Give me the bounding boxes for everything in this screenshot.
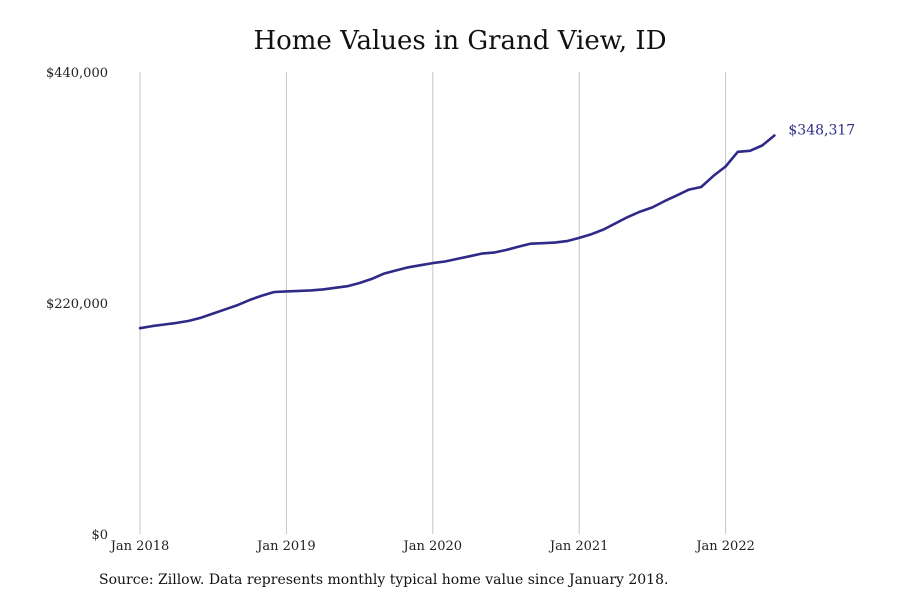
end-value-label: $348,317 (788, 123, 855, 139)
y-tick-label: $440,000 (46, 66, 108, 81)
series-line (138, 134, 776, 330)
x-tick-label: Jan 2021 (548, 539, 609, 554)
grid-lines (139, 72, 727, 534)
y-tick-label: $220,000 (46, 297, 108, 312)
chart-title: Home Values in Grand View, ID (253, 26, 667, 56)
series-layer (138, 134, 776, 330)
data-labels: $348,317 (788, 123, 855, 139)
y-axis: $0 $220,000 $440,000 (46, 66, 108, 543)
x-tick-label: Jan 2020 (402, 539, 463, 554)
x-axis: Jan 2018 Jan 2019 Jan 2020 Jan 2021 Jan 2022 (109, 539, 755, 554)
x-tick-label: Jan 2019 (255, 539, 316, 554)
x-tick-label: Jan 2022 (694, 539, 755, 554)
source-note: Source: Zillow. Data represents monthly … (99, 572, 669, 588)
y-tick-label: $0 (91, 528, 108, 543)
x-tick-label: Jan 2018 (109, 539, 170, 554)
